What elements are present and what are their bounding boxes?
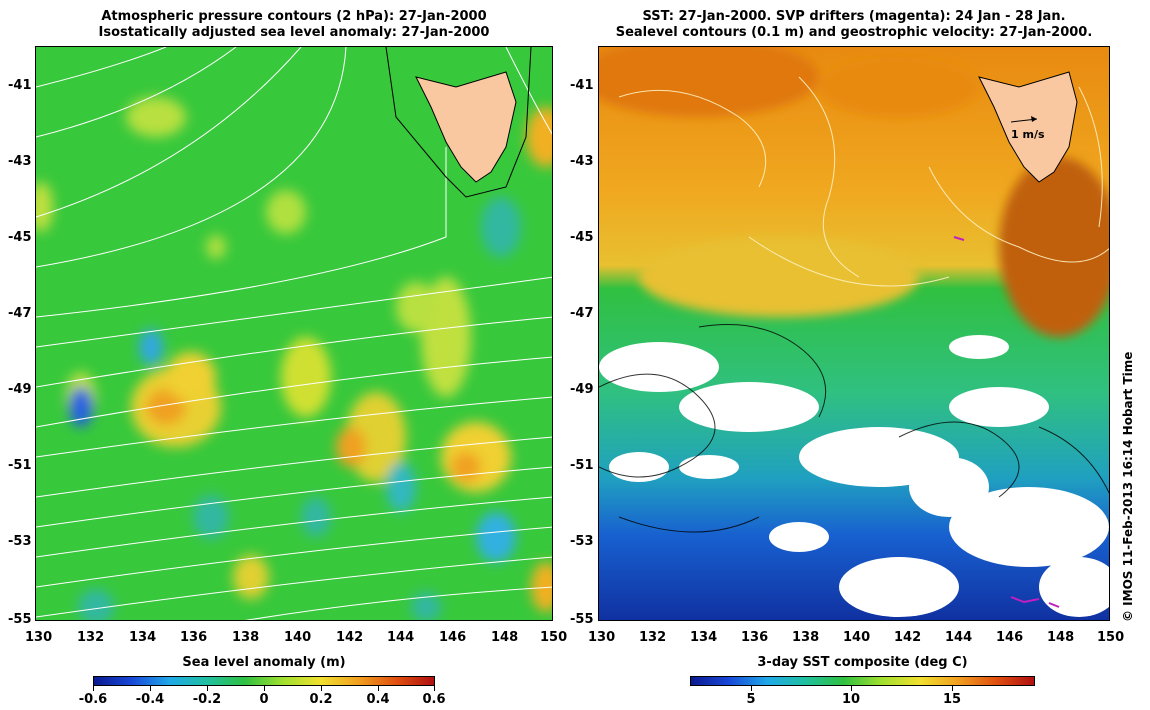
lon-tick: 138 <box>792 630 820 645</box>
lon-tick: 150 <box>540 630 568 645</box>
lat-tick: -47 <box>8 306 32 321</box>
lat-tick: -45 <box>570 230 594 245</box>
sst-colorbar <box>690 676 1035 686</box>
lat-tick: -41 <box>570 78 594 93</box>
lat-tick: -51 <box>8 458 32 473</box>
sea-level-anomaly-field <box>36 47 552 620</box>
sla-colorbar <box>93 676 435 686</box>
left-title-line2: Isostatically adjusted sea level anomaly… <box>98 25 490 40</box>
lon-tick: 140 <box>284 630 312 645</box>
lon-tick: 138 <box>232 630 260 645</box>
lon-tick: 132 <box>639 630 667 645</box>
lon-tick: 136 <box>180 630 208 645</box>
lon-tick: 150 <box>1097 630 1125 645</box>
lat-tick: -49 <box>8 382 32 397</box>
sla-tick: 0.6 <box>422 692 446 707</box>
lon-tick: 146 <box>439 630 467 645</box>
lat-tick: -55 <box>8 612 32 627</box>
lon-tick: 144 <box>387 630 415 645</box>
lat-tick: -43 <box>570 154 594 169</box>
sst-colorbar-title: 3-day SST composite (deg C) <box>757 655 968 670</box>
lat-tick: -55 <box>570 612 594 627</box>
sla-tick: 0.2 <box>309 692 333 707</box>
right-title-line2: Sealevel contours (0.1 m) and geostrophi… <box>615 25 1093 40</box>
sla-colorbar-title: Sea level anomaly (m) <box>182 655 346 670</box>
lon-tick: 148 <box>1047 630 1075 645</box>
sst-tick: 5 <box>746 692 756 707</box>
lon-tick: 140 <box>843 630 871 645</box>
sla-tick: 0 <box>259 692 269 707</box>
velocity-scale-arrow <box>1010 116 1038 123</box>
lat-tick: -47 <box>570 306 594 321</box>
tasmania-land <box>415 71 517 183</box>
sst-tick: 15 <box>942 692 962 707</box>
lon-tick: 132 <box>77 630 105 645</box>
lat-tick: -53 <box>8 534 32 549</box>
lon-tick: 134 <box>690 630 718 645</box>
lat-tick: -53 <box>570 534 594 549</box>
sst-field: 1 m/s <box>599 47 1109 620</box>
lon-tick: 136 <box>741 630 769 645</box>
sla-tick: -0.6 <box>78 692 108 707</box>
lon-tick: 146 <box>996 630 1024 645</box>
left-title-line1: Atmospheric pressure contours (2 hPa): 2… <box>101 9 487 24</box>
sea-level-anomaly-map <box>35 46 553 621</box>
sla-tick: 0.4 <box>366 692 390 707</box>
lat-tick: -41 <box>8 78 32 93</box>
tasmania-land-sst <box>978 71 1078 183</box>
sla-tick: -0.4 <box>135 692 165 707</box>
imos-credit: © IMOS 11-Feb-2013 16:14 Hobart Time <box>1121 351 1135 622</box>
lat-tick: -51 <box>570 458 594 473</box>
lon-tick: 148 <box>491 630 519 645</box>
lon-tick: 130 <box>25 630 53 645</box>
lon-tick: 134 <box>129 630 157 645</box>
lon-tick: 130 <box>588 630 616 645</box>
sst-map: 1 m/s <box>598 46 1110 621</box>
lat-tick: -45 <box>8 230 32 245</box>
sla-tick: -0.2 <box>192 692 222 707</box>
lon-tick: 142 <box>894 630 922 645</box>
sst-tick: 10 <box>841 692 861 707</box>
lon-tick: 144 <box>945 630 973 645</box>
lat-tick: -49 <box>570 382 594 397</box>
lon-tick: 142 <box>336 630 364 645</box>
velocity-scale-label: 1 m/s <box>1011 128 1045 141</box>
right-title-line1: SST: 27-Jan-2000. SVP drifters (magenta)… <box>642 9 1066 24</box>
lat-tick: -43 <box>8 154 32 169</box>
